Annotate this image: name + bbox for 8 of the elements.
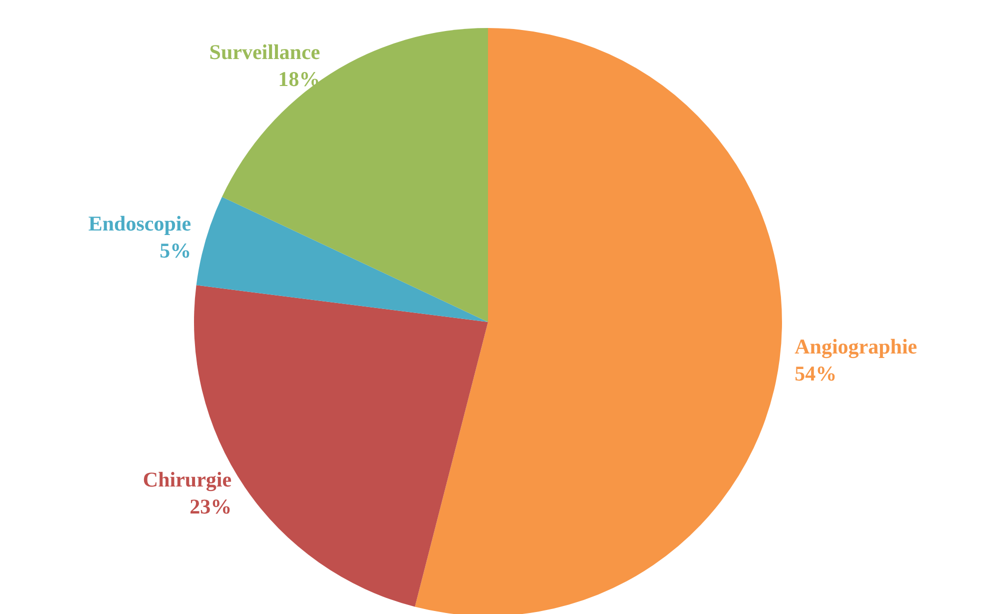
data-label: 23% [190,494,232,518]
slice-label: Angiographie [794,334,918,359]
data-label: 5% [160,238,192,263]
data-label: 54% [794,362,837,386]
slice-label: Surveillance [209,40,320,64]
slice-label: Chirurgie [142,467,232,492]
data-label: 18% [278,66,320,91]
slice-label: Endoscopie [88,212,192,236]
